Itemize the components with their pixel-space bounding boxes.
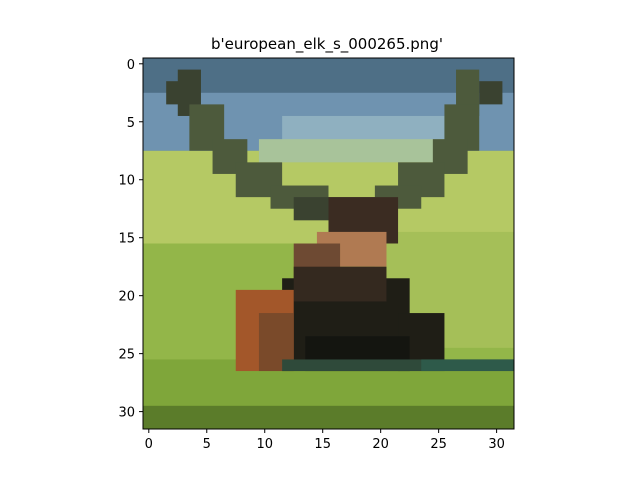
ground-shadow: [282, 359, 514, 372]
x-tick-label: 10: [256, 437, 273, 452]
x-tick-label: 15: [314, 437, 331, 452]
ground-shadow-right: [421, 359, 514, 372]
elk-image: [143, 58, 514, 429]
axes-frame: [142, 57, 515, 430]
antler-left-tip: [166, 81, 190, 105]
y-tick-label: 20: [118, 290, 135, 305]
elk-shoulder: [293, 266, 387, 302]
y-tick-label: 10: [118, 174, 135, 189]
y-tick-label: 0: [127, 58, 135, 73]
x-tick-label: 5: [203, 437, 211, 452]
x-tick-label: 0: [145, 437, 153, 452]
antler-left-6: [293, 197, 329, 221]
y-tick-label: 5: [127, 116, 135, 131]
y-tick-label: 15: [118, 232, 135, 247]
antler-right-tip: [479, 81, 503, 105]
x-tick-label: 30: [488, 437, 505, 452]
horizon-pale: [258, 139, 445, 163]
y-tick-label: 30: [118, 406, 135, 421]
grass-bottom-dark: [143, 405, 514, 429]
y-tick-label: 25: [118, 348, 135, 363]
plot-title: b'european_elk_s_000265.png': [211, 35, 443, 54]
x-tick-label: 20: [372, 437, 389, 452]
y-axis: 0 5 10 15 20 25 30: [118, 58, 143, 421]
x-tick-label: 25: [430, 437, 447, 452]
sky-dark-top: [143, 58, 514, 93]
x-axis: 0 5 10 15 20 25 30: [145, 429, 505, 452]
